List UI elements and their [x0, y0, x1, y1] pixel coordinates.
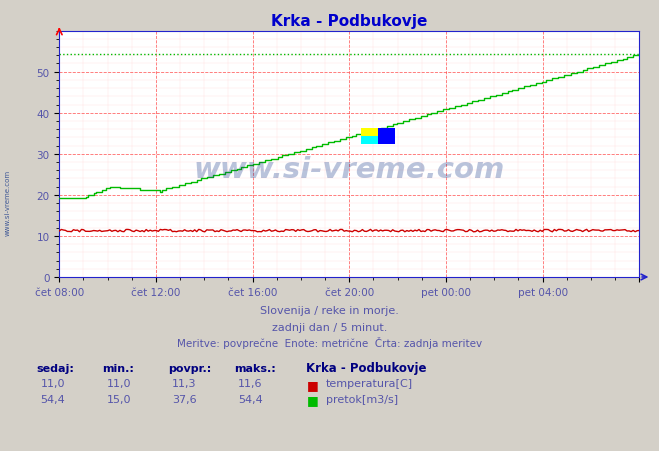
Text: 11,0: 11,0 — [40, 378, 65, 388]
Text: maks.:: maks.: — [234, 363, 275, 373]
Text: 37,6: 37,6 — [172, 394, 197, 404]
Text: www.si-vreme.com: www.si-vreme.com — [5, 170, 11, 236]
Text: Krka - Podbukovje: Krka - Podbukovje — [306, 361, 427, 374]
Bar — [361, 137, 378, 144]
Text: 15,0: 15,0 — [106, 394, 131, 404]
Text: 54,4: 54,4 — [238, 394, 263, 404]
Bar — [361, 129, 378, 137]
Text: 54,4: 54,4 — [40, 394, 65, 404]
Text: sedaj:: sedaj: — [36, 363, 74, 373]
Text: www.si-vreme.com: www.si-vreme.com — [194, 155, 505, 183]
Text: 11,3: 11,3 — [172, 378, 197, 388]
Text: 11,6: 11,6 — [238, 378, 263, 388]
Text: zadnji dan / 5 minut.: zadnji dan / 5 minut. — [272, 322, 387, 332]
Bar — [378, 129, 395, 144]
Text: min.:: min.: — [102, 363, 134, 373]
Text: Meritve: povprečne  Enote: metrične  Črta: zadnja meritev: Meritve: povprečne Enote: metrične Črta:… — [177, 336, 482, 348]
Title: Krka - Podbukovje: Krka - Podbukovje — [271, 14, 428, 29]
Text: povpr.:: povpr.: — [168, 363, 212, 373]
Text: temperatura[C]: temperatura[C] — [326, 378, 413, 388]
Text: Slovenija / reke in morje.: Slovenija / reke in morje. — [260, 305, 399, 315]
Text: pretok[m3/s]: pretok[m3/s] — [326, 394, 398, 404]
Text: 11,0: 11,0 — [106, 378, 131, 388]
Text: ■: ■ — [306, 394, 318, 407]
Text: ■: ■ — [306, 378, 318, 391]
